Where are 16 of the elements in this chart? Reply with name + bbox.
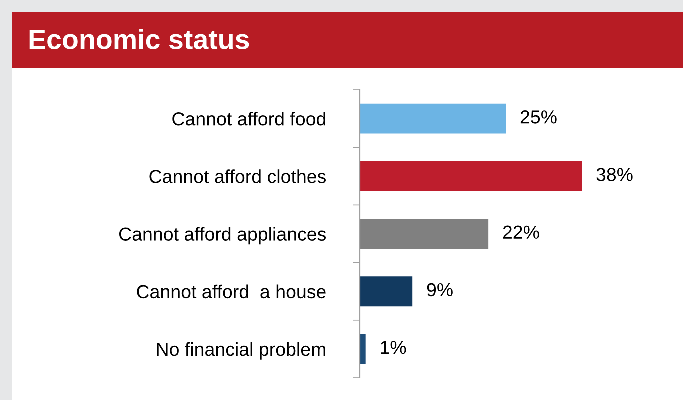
data-label: 9% [427,283,453,297]
bar [360,334,366,364]
data-label: 25% [520,110,557,124]
y-tick-label: Cannot afford clothes [150,170,326,184]
y-tick-label: Cannot afford appliances [119,227,326,245]
chart-title: Economic status [30,29,250,50]
data-label: 38% [596,168,633,182]
data-label: 1% [381,341,406,354]
bar [360,276,413,307]
y-tick-label: Cannot afford food [172,112,326,126]
bar [360,161,582,192]
y-tick-label: Cannot afford a house [137,284,326,299]
data-label: 22% [503,226,540,239]
y-tick-label: No financial problem [157,342,326,360]
bar [360,104,506,134]
bar [360,219,489,249]
